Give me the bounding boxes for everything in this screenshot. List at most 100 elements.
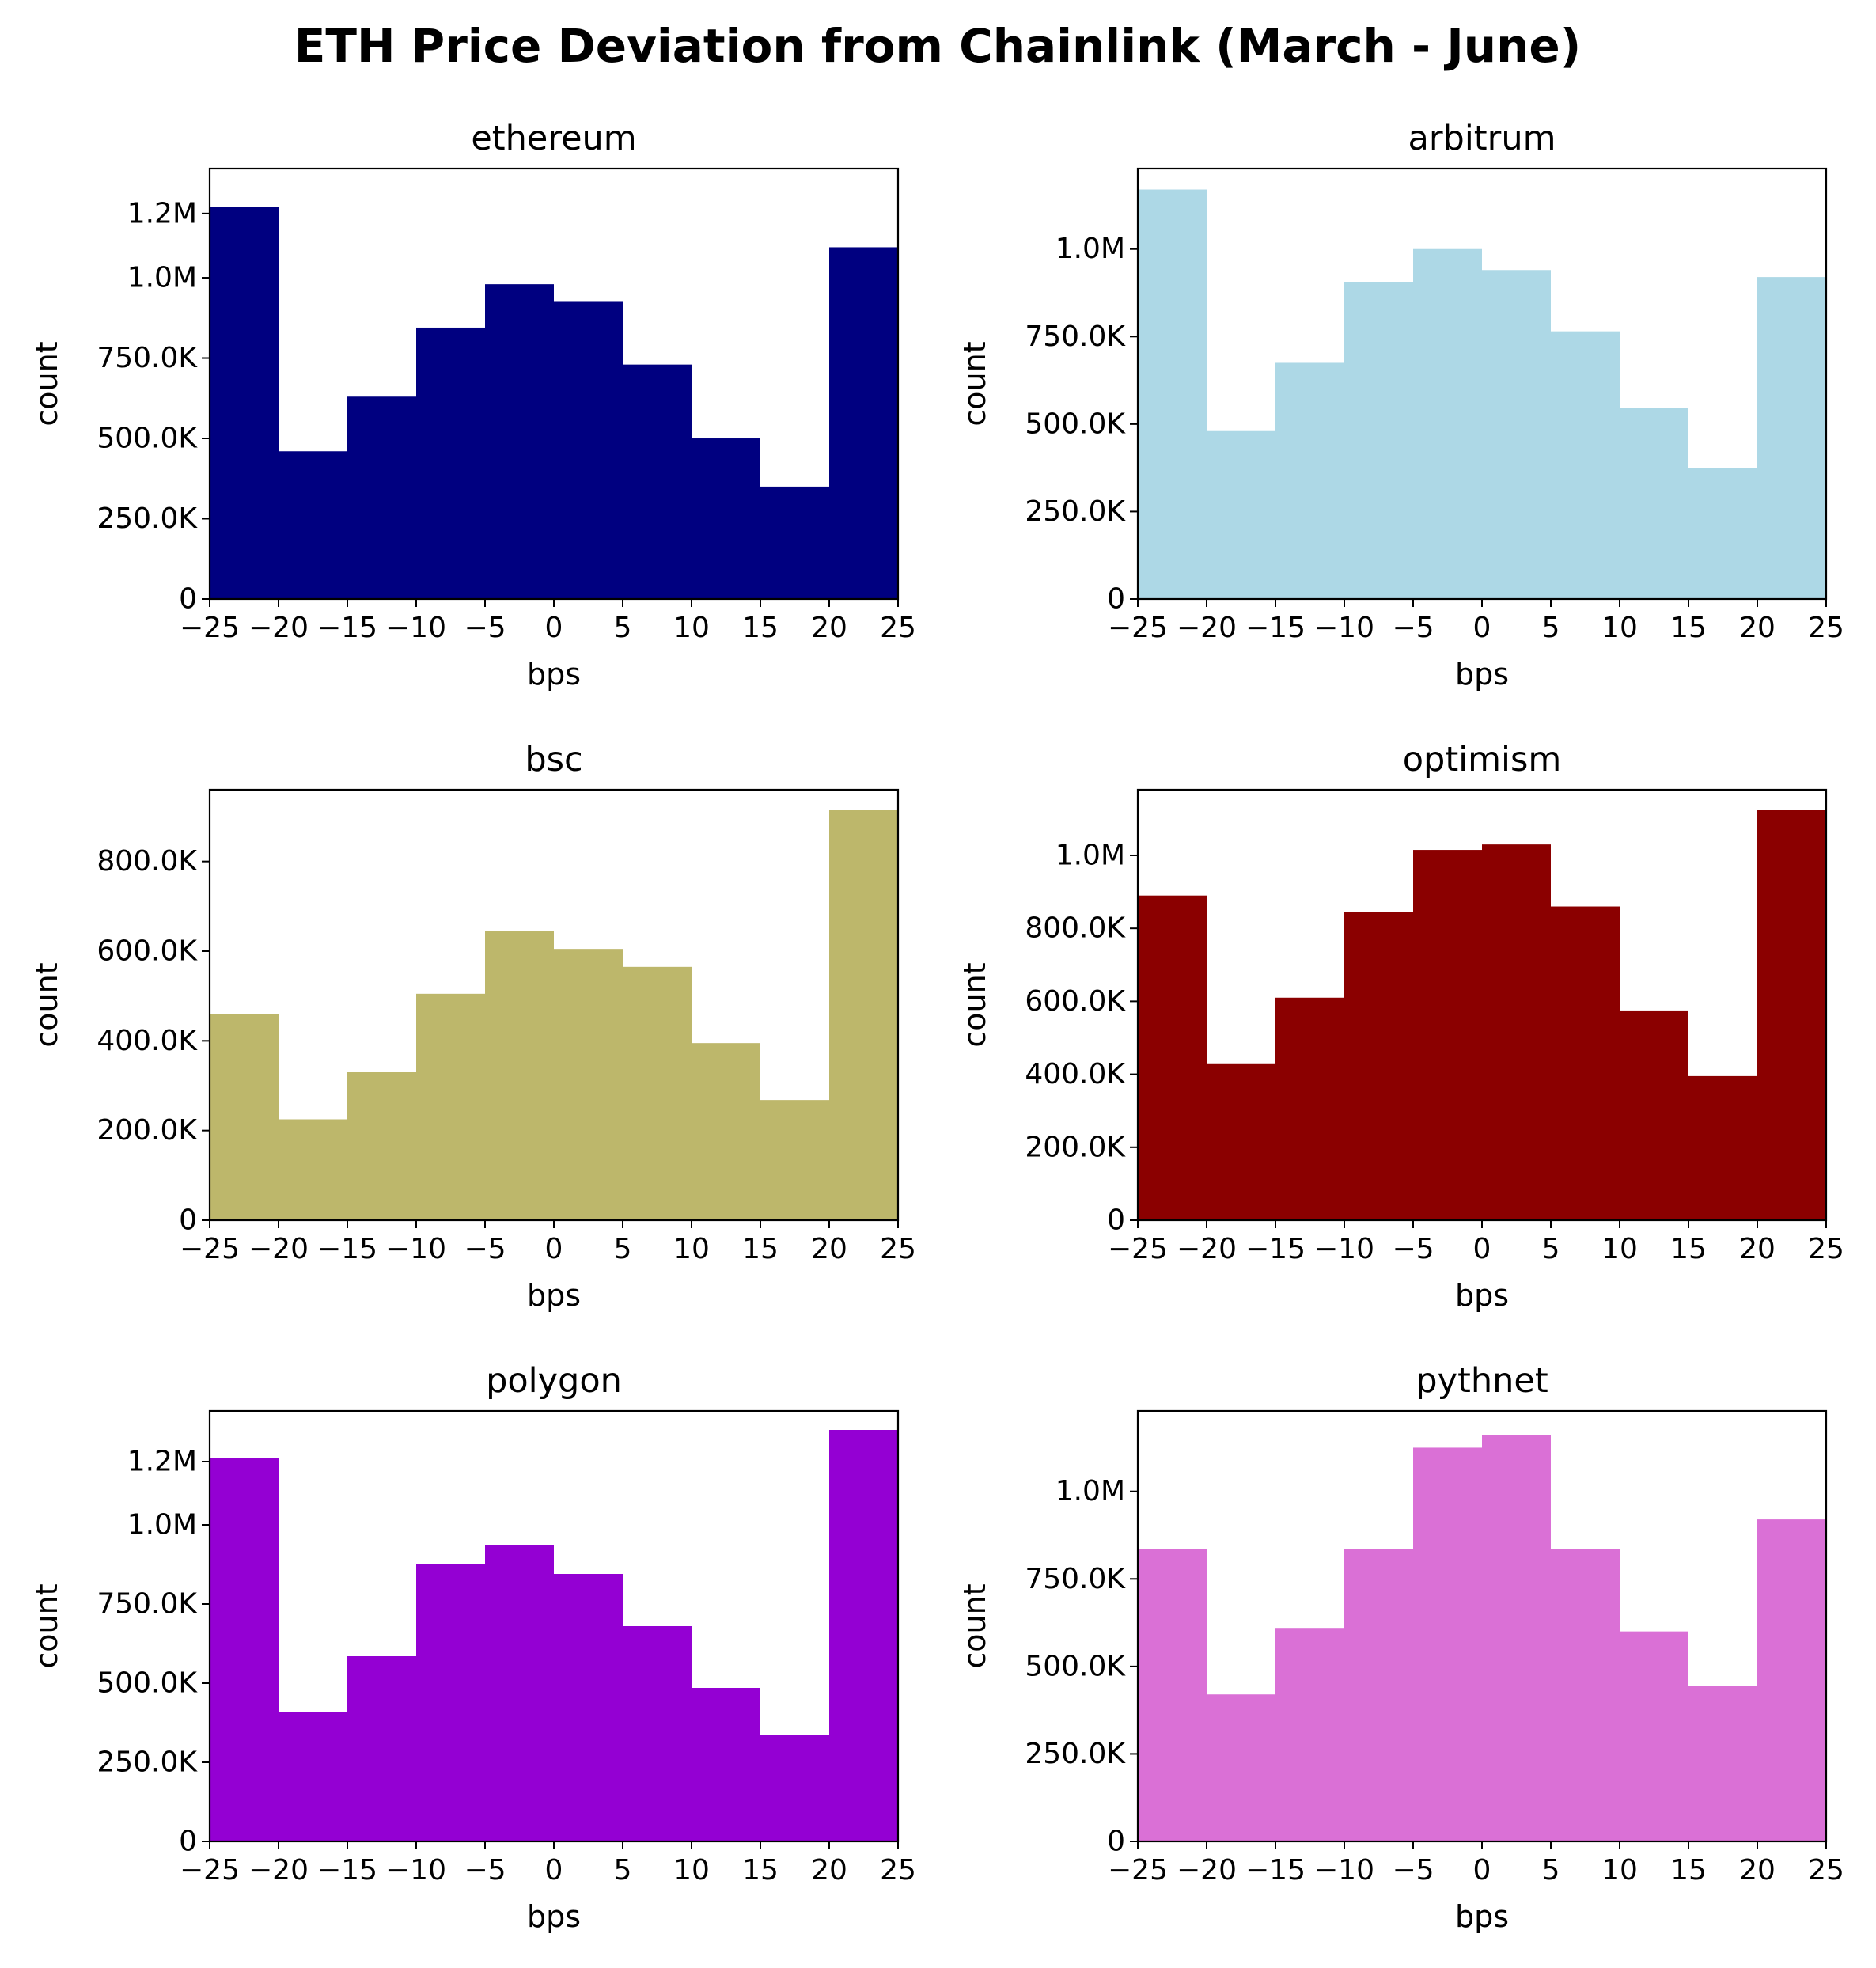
histogram-bar	[623, 966, 692, 1220]
histogram-bar	[1620, 408, 1688, 599]
histogram-bar	[1757, 277, 1826, 599]
histogram-bar	[1344, 282, 1413, 599]
x-tick-label: 5	[614, 612, 632, 644]
panel-bsc: −25 −20 −15 −10 −5 0 5 10 15 20 25 0 200.0K 400.0K 600…	[29, 740, 916, 1313]
histogram-bar	[485, 284, 554, 599]
panel-ethereum: −25 −20 −15 −10 −5 0 5 10 15 20 25 0 250.0K 500.0K 750…	[29, 119, 916, 692]
x-axis-label: bps	[1455, 1899, 1509, 1934]
x-tick-label: 25	[1808, 612, 1844, 644]
histogram-bar	[760, 486, 829, 599]
histogram-bar	[1757, 810, 1826, 1220]
y-tick-label: 0	[179, 583, 197, 616]
x-tick-label: 5	[1542, 612, 1560, 644]
x-tick-label: 20	[1739, 612, 1776, 644]
panel-optimism: −25 −20 −15 −10 −5 0 5 10 15 20 25 0 200.0K 400.0K 600…	[957, 740, 1844, 1313]
x-tick-label: 0	[545, 1854, 563, 1886]
histogram-bar	[210, 207, 279, 599]
y-axis-label: count	[957, 341, 992, 426]
x-axis-label: bps	[527, 1899, 581, 1934]
subplot-title: polygon	[486, 1361, 622, 1401]
x-tick-label: −15	[317, 1233, 377, 1265]
histogram-bar	[1620, 1010, 1688, 1220]
x-tick-label: −10	[1314, 1233, 1374, 1265]
x-tick-label: −15	[1245, 612, 1306, 644]
y-tick-label: 750.0K	[1025, 1563, 1126, 1595]
x-tick-label: −5	[464, 612, 506, 644]
histogram-bar	[623, 1626, 692, 1841]
histogram-bar	[1138, 1549, 1207, 1841]
histogram-bar	[829, 247, 898, 599]
y-tick-label: 1.2M	[127, 197, 197, 229]
y-tick-label: 0	[1107, 583, 1125, 616]
x-tick-label: 20	[811, 1854, 847, 1886]
x-tick-label: −5	[1392, 612, 1434, 644]
x-tick-label: 5	[1542, 1854, 1560, 1886]
histogram-bar	[416, 1564, 485, 1841]
histogram-bar	[347, 396, 416, 599]
x-tick-label: 10	[1601, 1854, 1638, 1886]
x-tick-label: −20	[1177, 1233, 1237, 1265]
x-tick-label: −25	[180, 1233, 240, 1265]
subplot-title: ethereum	[471, 119, 636, 158]
x-tick-label: 5	[614, 1233, 632, 1265]
histogram-bar	[1688, 1075, 1757, 1220]
y-tick-label: 600.0K	[1025, 985, 1126, 1018]
x-tick-label: 0	[545, 612, 563, 644]
x-tick-label: 0	[1473, 1854, 1491, 1886]
y-tick-label: 500.0K	[97, 423, 198, 455]
x-tick-label: −25	[1108, 612, 1168, 644]
subplot-title: pythnet	[1416, 1361, 1548, 1401]
histogram-bar	[829, 1430, 898, 1841]
y-tick-label: 1.0M	[1055, 839, 1125, 871]
y-axis-label: count	[29, 962, 64, 1047]
figure-title: ETH Price Deviation from Chainlink (Marc…	[294, 19, 1581, 73]
histogram-bar	[1620, 1631, 1688, 1841]
x-tick-label: −25	[1108, 1854, 1168, 1886]
histogram-bar	[692, 1688, 760, 1841]
subplot-title: bsc	[525, 740, 582, 779]
histogram-bar	[1482, 844, 1551, 1220]
y-tick-label: 200.0K	[97, 1114, 198, 1147]
histogram-bar	[692, 438, 760, 599]
histogram-bar	[1138, 189, 1207, 599]
x-tick-label: −15	[1245, 1233, 1306, 1265]
histogram-bar	[1207, 1694, 1275, 1841]
histogram-bar	[1757, 1519, 1826, 1841]
histogram-bar	[279, 451, 347, 599]
histogram-bar	[1275, 362, 1344, 599]
histogram-bar	[1413, 1447, 1482, 1841]
histogram-bar	[829, 810, 898, 1220]
x-tick-label: 15	[1670, 1233, 1707, 1265]
x-tick-label: −25	[180, 612, 240, 644]
y-tick-label: 400.0K	[97, 1025, 198, 1057]
histogram-bar	[1688, 1686, 1757, 1841]
histogram-bar	[692, 1043, 760, 1220]
x-tick-label: 15	[742, 1233, 779, 1265]
histogram-bar	[554, 1574, 623, 1841]
histogram-bar	[554, 949, 623, 1220]
x-tick-label: −5	[1392, 1854, 1434, 1886]
subplot-title: optimism	[1403, 740, 1562, 779]
histogram-bar	[416, 327, 485, 599]
x-tick-label: −20	[248, 1233, 309, 1265]
x-tick-label: −20	[248, 1854, 309, 1886]
x-tick-label: 0	[545, 1233, 563, 1265]
histogram-bar	[1275, 997, 1344, 1220]
x-tick-label: −10	[386, 1233, 446, 1265]
y-axis-label: count	[957, 1583, 992, 1668]
y-tick-label: 750.0K	[1025, 320, 1126, 353]
subplot-title: arbitrum	[1408, 119, 1556, 158]
x-tick-label: 20	[1739, 1233, 1776, 1265]
histogram-bar	[1482, 1435, 1551, 1841]
x-tick-label: 15	[742, 612, 779, 644]
histogram-bar	[485, 1545, 554, 1841]
histogram-bar	[279, 1119, 347, 1220]
y-tick-label: 1.0M	[127, 1509, 197, 1541]
y-tick-label: 1.0M	[127, 262, 197, 294]
y-axis-label: count	[29, 341, 64, 426]
histogram-bar	[1551, 906, 1620, 1220]
histogram-bar	[1413, 248, 1482, 599]
x-tick-label: −10	[386, 612, 446, 644]
x-axis-label: bps	[527, 1278, 581, 1313]
x-tick-label: 25	[880, 612, 916, 644]
